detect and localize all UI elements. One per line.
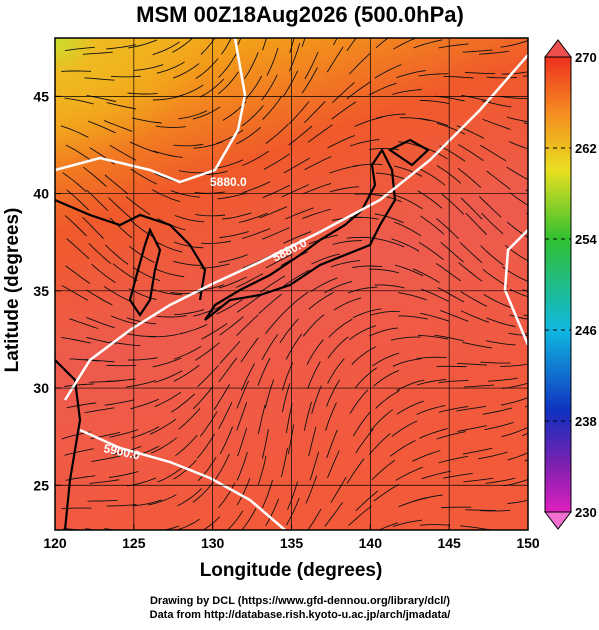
colorbar-bar (545, 57, 571, 512)
colorbar-tick-label: 262 (575, 141, 597, 156)
x-tick-label: 145 (437, 535, 461, 551)
credit: Drawing by DCL (https://www.gfd-dennou.o… (150, 595, 450, 607)
y-tick-label: 40 (33, 186, 49, 202)
x-tick-label: 120 (43, 535, 67, 551)
streamline (437, 366, 467, 367)
streamline (480, 534, 510, 539)
y-tick-label: 45 (33, 88, 49, 104)
colorbar-extend (545, 40, 571, 57)
colorbar-tick-label: 246 (575, 323, 597, 338)
colorbar: 230 238 246 254 262 270 (545, 40, 597, 529)
colorbar-tick-label: 270 (575, 50, 597, 65)
x-tick-label: 130 (201, 535, 225, 551)
streamline (111, 76, 141, 77)
streamline (106, 365, 136, 366)
streamline (508, 532, 538, 533)
y-tick-label: 25 (33, 477, 49, 493)
credit: Data from http://database.rish.kyoto-u.a… (150, 609, 451, 621)
temperature-field (55, 38, 355, 288)
x-tick-label: 135 (280, 535, 304, 551)
streamline (441, 507, 471, 508)
title: MSM 00Z18Aug2026 (500.0hPa) (136, 2, 464, 27)
y-tick-label: 35 (33, 283, 49, 299)
colorbar-extend (545, 512, 571, 529)
y-axis-label: Latitude (degrees) (2, 208, 23, 373)
y-tick-label: 30 (33, 380, 49, 396)
x-axis-label: Longitude (degrees) (200, 560, 383, 581)
colorbar-tick-label: 230 (575, 505, 597, 520)
streamline (527, 529, 557, 534)
colorbar-tick-label: 238 (575, 414, 597, 429)
streamline (480, 510, 510, 511)
contour-label: 5880.0 (210, 175, 247, 189)
x-tick-label: 150 (516, 535, 540, 551)
x-tick-label: 125 (122, 535, 146, 551)
x-tick-label: 140 (359, 535, 383, 551)
colorbar-tick-label: 254 (575, 232, 597, 247)
